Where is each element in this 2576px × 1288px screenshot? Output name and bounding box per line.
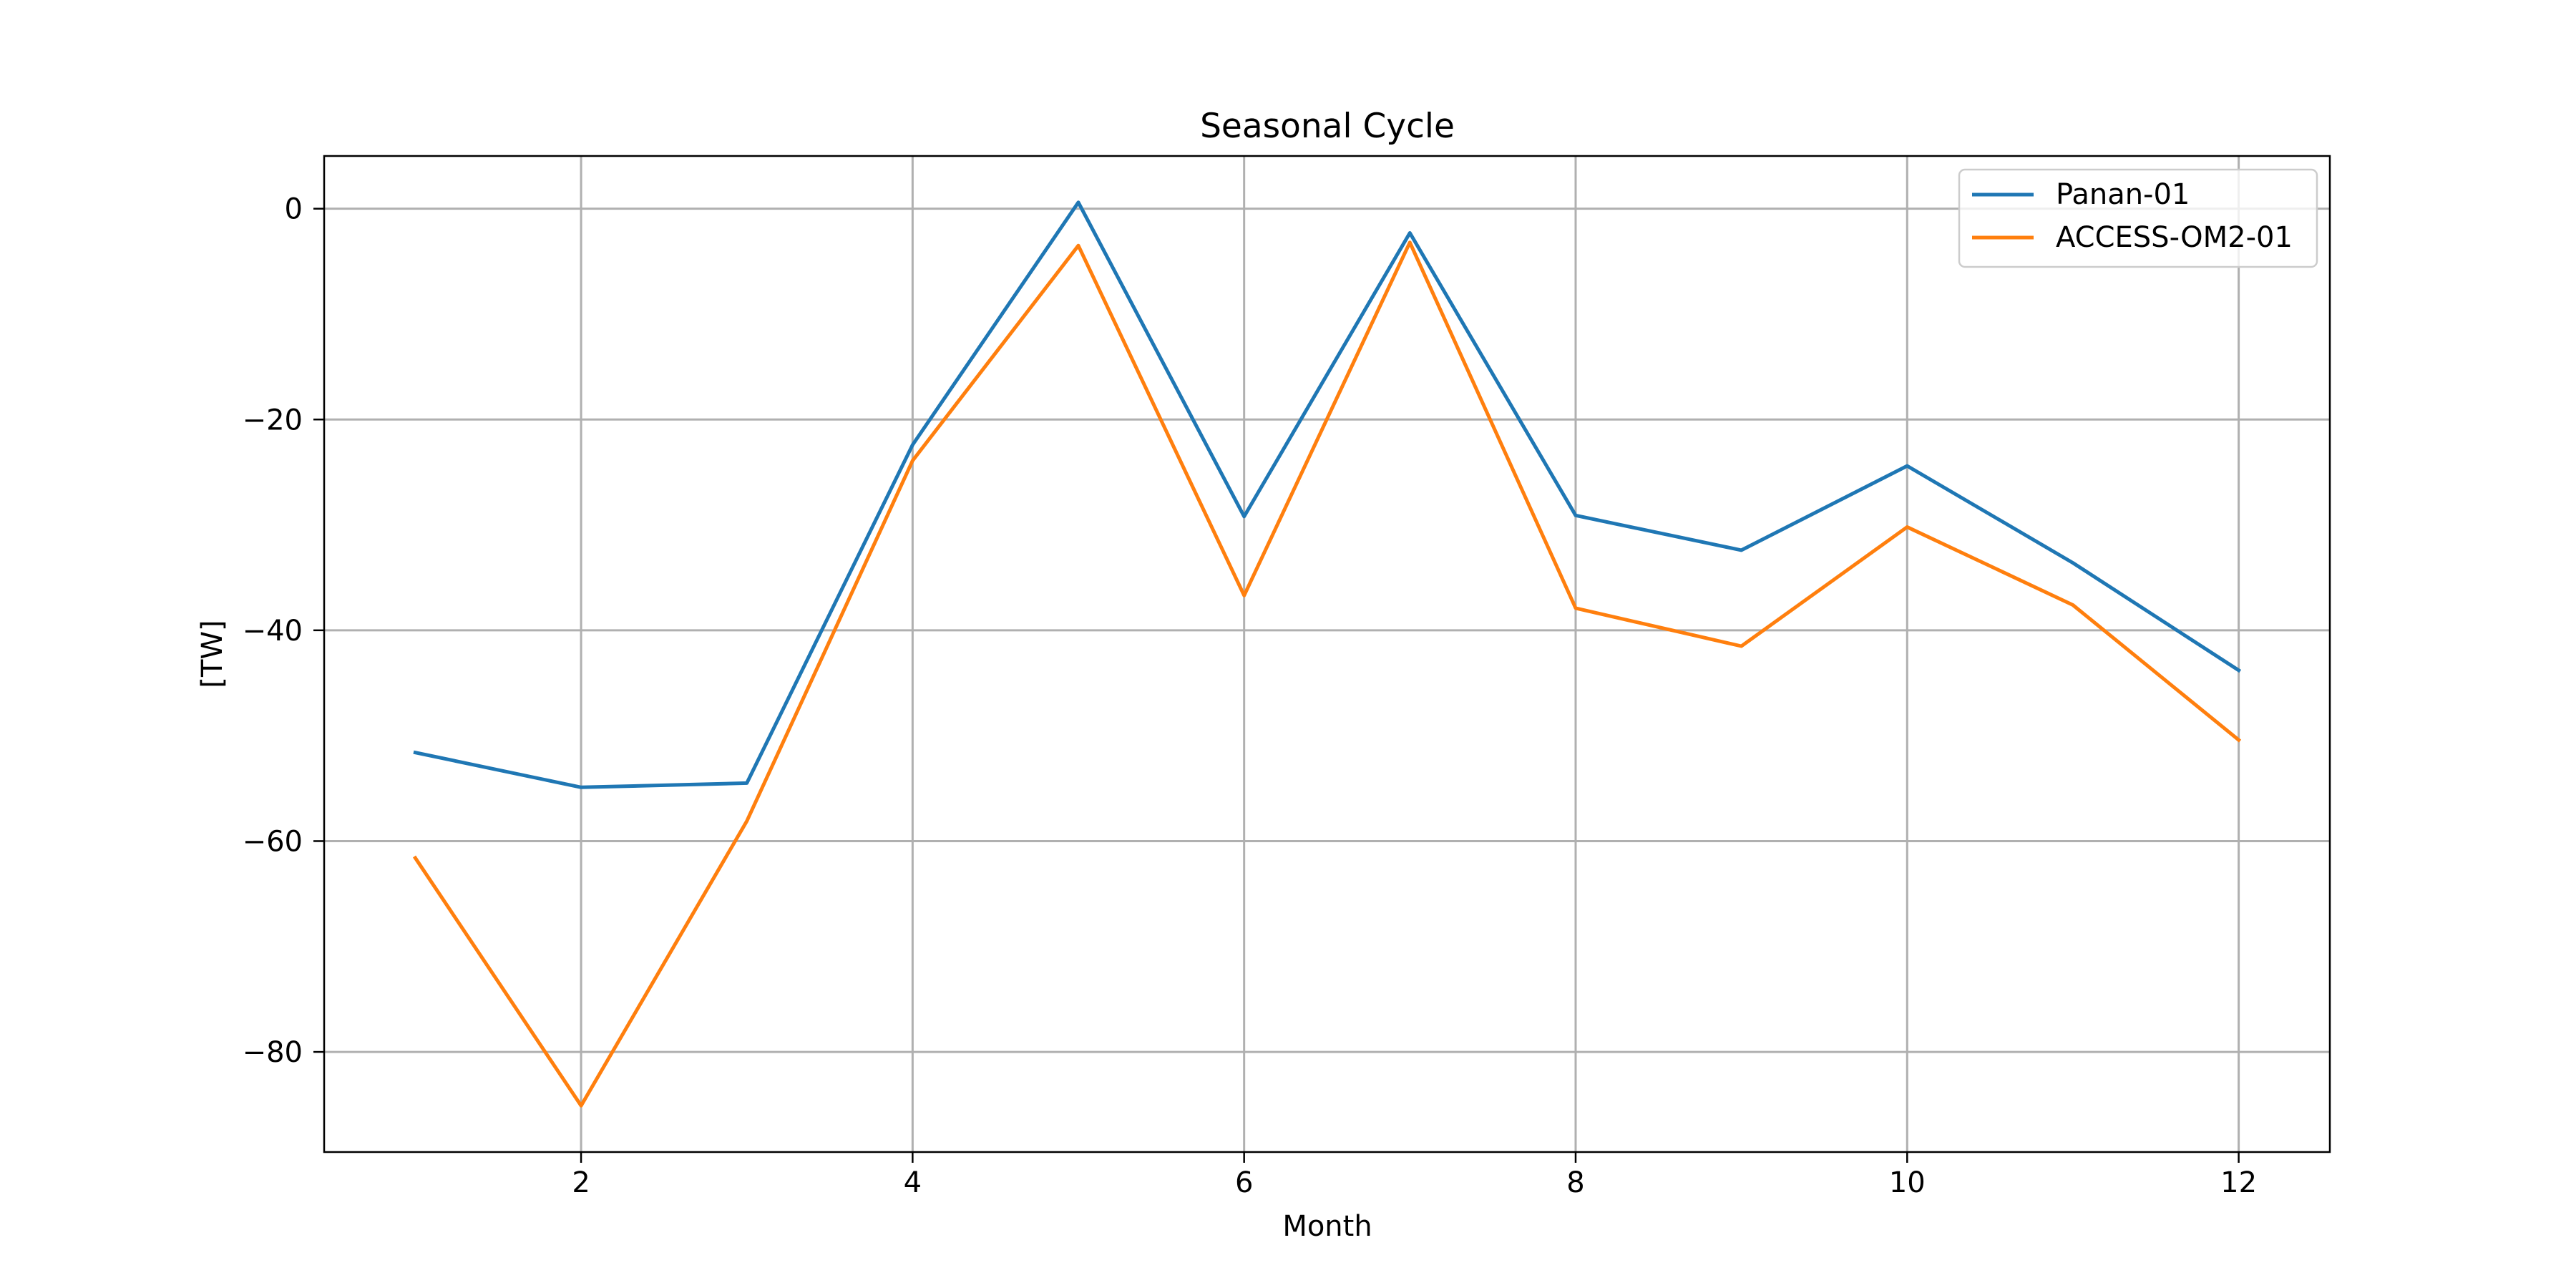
legend: Panan-01 ACCESS-OM2-01	[1958, 168, 2318, 268]
y-tick: −20	[243, 404, 324, 436]
y-axis-ticks: 0 −20 −40 −60 −80	[243, 193, 324, 1069]
y-tick: −60	[243, 825, 324, 858]
x-tick-label: 8	[1566, 1166, 1584, 1199]
legend-box	[1958, 168, 2318, 268]
x-axis-label: Month	[1282, 1210, 1372, 1243]
x-tick-label: 10	[1889, 1166, 1926, 1199]
plot-area-frame	[323, 155, 2331, 1153]
x-tick-label: 4	[904, 1166, 922, 1199]
y-axis-label: [TW]	[196, 620, 229, 688]
series-line-access-om2-01	[412, 240, 2242, 1108]
y-tick-label: −40	[243, 615, 303, 648]
series-line-panan-01	[413, 200, 2242, 789]
y-tick-label: −60	[243, 825, 303, 858]
y-tick-label: −80	[243, 1036, 303, 1069]
y-tick-label: 0	[285, 193, 303, 226]
series-layer	[412, 200, 2242, 1108]
x-tick-label: 2	[572, 1166, 590, 1199]
x-tick: 12	[2220, 1152, 2257, 1199]
x-tick: 10	[1889, 1152, 1926, 1199]
legend-label-panan-01: Panan-01	[2056, 178, 2190, 211]
chart-title: Seasonal Cycle	[1200, 107, 1455, 146]
x-axis-ticks: 2 4 6 8 10 12	[572, 1152, 2257, 1199]
y-tick: −40	[243, 615, 324, 648]
y-tick: 0	[285, 193, 324, 226]
x-tick: 6	[1235, 1152, 1253, 1199]
x-tick: 2	[572, 1152, 590, 1199]
x-tick: 4	[904, 1152, 922, 1199]
y-tick-label: −20	[243, 404, 303, 436]
x-tick: 8	[1566, 1152, 1585, 1199]
legend-label-access-om2-01: ACCESS-OM2-01	[2056, 221, 2293, 254]
y-tick: −80	[243, 1036, 324, 1069]
x-tick-label: 6	[1235, 1166, 1253, 1199]
x-tick-label: 12	[2220, 1166, 2257, 1199]
